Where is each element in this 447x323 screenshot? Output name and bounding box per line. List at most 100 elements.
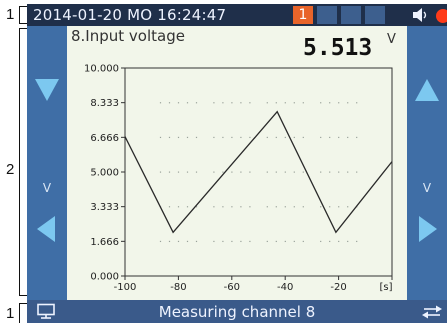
- swap-icon[interactable]: [421, 305, 443, 319]
- x-tick-label: [s]: [379, 282, 392, 293]
- status-slot[interactable]: [341, 6, 361, 24]
- y-tick-label: 6.666: [90, 133, 119, 144]
- channel-title: 8.Input voltage: [71, 27, 185, 45]
- x-tick-label: -100: [114, 282, 137, 293]
- grid-dot: [195, 206, 198, 208]
- grid-dot: [329, 102, 331, 104]
- status-slot[interactable]: [317, 6, 337, 24]
- y-tick-label: 8.333: [90, 98, 119, 109]
- grid-dot: [302, 206, 304, 208]
- grid-dot: [168, 240, 171, 243]
- grid-dot: [284, 102, 286, 104]
- grid-dot: [338, 240, 340, 243]
- grid-dot: [284, 136, 286, 139]
- grid-dot: [159, 102, 162, 104]
- speaker-icon[interactable]: [411, 7, 429, 23]
- side-unit-label: V: [422, 181, 432, 195]
- grid-dot: [320, 240, 322, 243]
- grid-dot: [240, 171, 242, 173]
- grid-dot: [275, 206, 277, 208]
- grid-dot: [213, 240, 215, 243]
- grid-dot: [293, 240, 295, 243]
- datetime-display: 2014-01-20 MO 16:24:47: [33, 6, 227, 24]
- grid-dot: [213, 102, 215, 104]
- grid-dot: [320, 136, 322, 139]
- grid-dot: [293, 136, 295, 139]
- grid-dot: [329, 206, 331, 208]
- callout-bracket-top: [19, 6, 27, 24]
- grid-dot: [266, 136, 268, 139]
- arrow-left-icon[interactable]: [27, 206, 67, 266]
- grid-dot: [338, 102, 340, 104]
- grid-dot: [231, 102, 233, 104]
- channel-value: 5.513: [303, 35, 373, 61]
- grid-dot: [302, 136, 304, 139]
- y-tick-label: 3.333: [90, 202, 119, 213]
- grid-dot: [231, 240, 233, 243]
- x-tick-label: -60: [224, 282, 240, 293]
- grid-dot: [302, 171, 304, 173]
- grid-dot: [284, 171, 286, 173]
- grid-dot: [222, 240, 224, 243]
- grid-dot: [186, 206, 189, 208]
- grid-dot: [168, 206, 171, 208]
- grid-dot: [356, 136, 358, 139]
- grid-dot: [177, 206, 180, 208]
- grid-dot: [275, 171, 277, 173]
- grid-dot: [249, 171, 251, 173]
- y-tick-label: 0.000: [90, 272, 119, 283]
- grid-dot: [186, 102, 189, 104]
- status-bar: 2014-01-20 MO 16:24:47 1: [27, 4, 447, 26]
- grid-dot: [329, 136, 331, 139]
- grid-dot: [213, 136, 215, 139]
- grid-dot: [249, 102, 251, 104]
- grid-dot: [159, 136, 162, 139]
- status-badge[interactable]: 1: [293, 6, 313, 24]
- grid-dot: [320, 206, 322, 208]
- chart-panel: 10.000 8.333 6.666 5.000 3.333 1.666 0.000 -100…: [67, 26, 407, 300]
- arrow-right-icon[interactable]: [407, 206, 447, 266]
- grid-dot: [266, 171, 268, 173]
- status-slot[interactable]: [365, 6, 385, 24]
- arrow-down-icon[interactable]: [27, 61, 67, 121]
- grid-dot: [177, 240, 180, 243]
- grid-dot: [329, 240, 331, 243]
- alarm-icon: [436, 9, 447, 23]
- grid-dot: [186, 136, 189, 139]
- grid-dot: [186, 171, 189, 173]
- arrow-up-icon[interactable]: [407, 61, 447, 121]
- grid-dot: [186, 240, 189, 243]
- grid-dot: [222, 102, 224, 104]
- grid-dot: [356, 240, 358, 243]
- grid-dot: [356, 102, 358, 104]
- grid-dot: [195, 136, 198, 139]
- y-tick-label: 10.000: [84, 64, 119, 75]
- grid-dot: [249, 206, 251, 208]
- grid-dot: [231, 136, 233, 139]
- grid-dot: [266, 240, 268, 243]
- y-tick-label: 5.000: [90, 168, 119, 179]
- grid-dot: [266, 102, 268, 104]
- right-side-panel: V: [407, 26, 447, 300]
- x-tick-label: -80: [170, 282, 186, 293]
- grid-dot: [338, 171, 340, 173]
- grid-dot: [284, 206, 286, 208]
- grid-dot: [240, 240, 242, 243]
- grid-dot: [329, 171, 331, 173]
- grid-dot: [320, 102, 322, 104]
- grid-dot: [347, 102, 349, 104]
- callout-number: 1: [6, 6, 15, 23]
- grid-dot: [249, 136, 251, 139]
- monitor-icon[interactable]: [36, 303, 56, 320]
- channel-label: Measuring channel 8: [158, 303, 316, 321]
- grid-dot: [347, 206, 349, 208]
- grid-dot: [240, 206, 242, 208]
- grid-dot: [284, 240, 286, 243]
- callout-number: 1: [6, 305, 15, 322]
- grid-dot: [338, 136, 340, 139]
- grid-dot: [222, 171, 224, 173]
- grid-dot: [347, 171, 349, 173]
- side-unit-label: V: [42, 181, 52, 195]
- grid-dot: [195, 102, 198, 104]
- grid-dot: [222, 136, 224, 139]
